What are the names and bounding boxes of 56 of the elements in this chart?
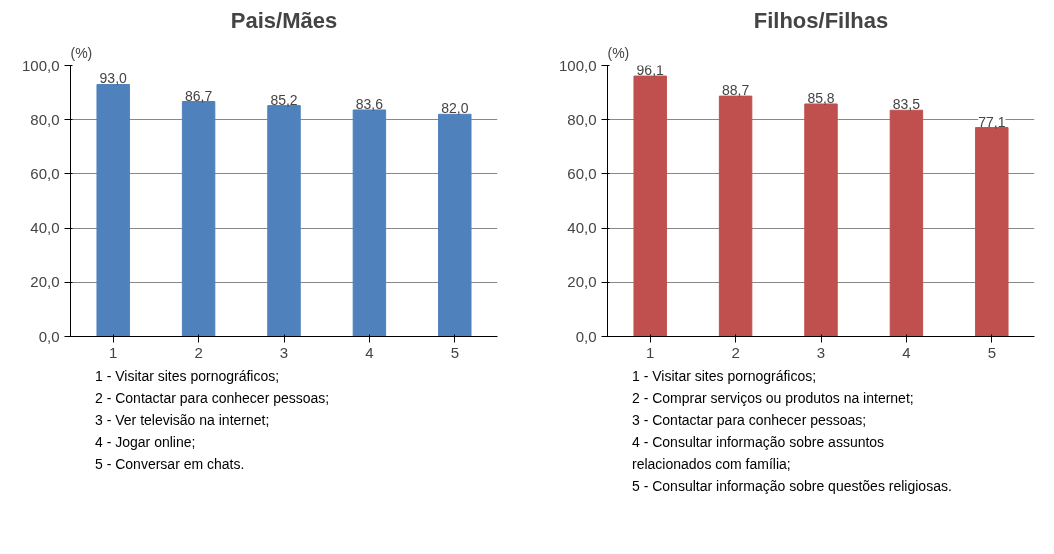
- y-tick-label: 0,0: [38, 327, 60, 345]
- y-tick-label: 0,0: [575, 327, 597, 345]
- x-tick-label: 1: [646, 343, 655, 361]
- text: 3 - Contactar para conhecer pessoas;: [632, 411, 868, 430]
- x-tick-label: 5: [450, 343, 459, 361]
- text: 4 - Consultar informação sobre assuntos relacionados com família;: [632, 433, 886, 474]
- data-label: 83,5: [892, 96, 921, 113]
- x-tick-label: 5: [987, 343, 996, 361]
- chart-title: Pais/Mães: [230, 7, 338, 33]
- text: 5 - Conversar em chats.: [95, 455, 246, 474]
- y-tick-label: 100,0: [558, 56, 597, 74]
- y-tick-label: 80,0: [30, 110, 60, 128]
- bar: [438, 113, 472, 337]
- data-label: 77,1: [978, 113, 1006, 130]
- y-tick-label: 60,0: [30, 164, 60, 182]
- data-label: 88,7: [721, 82, 750, 99]
- data-label: 85,2: [270, 91, 298, 108]
- y-tick-label: 100,0: [21, 56, 60, 74]
- chart-title: Filhos/Filhas: [753, 7, 889, 33]
- text: 5 - Consultar informação sobre questões religiosas.: [632, 477, 953, 496]
- text: 2 - Comprar serviços ou produtos na internet;: [632, 389, 915, 408]
- bar: [975, 127, 1009, 337]
- x-tick-label: 2: [194, 343, 203, 361]
- y-tick-label: 20,0: [30, 273, 60, 291]
- y-tick-label: 40,0: [567, 219, 597, 237]
- x-tick-label: 4: [902, 343, 911, 361]
- bar: [267, 105, 301, 337]
- data-label: 82,0: [441, 100, 469, 117]
- y-axis-title: (%): [607, 44, 630, 61]
- y-tick-label: 40,0: [30, 219, 60, 237]
- x-tick-label: 3: [279, 343, 289, 361]
- y-tick-label: 20,0: [567, 273, 597, 291]
- text: 1 - Visitar sites pornográficos;: [95, 367, 281, 386]
- data-label: 96,1: [636, 62, 665, 79]
- x-tick-label: 1: [109, 343, 118, 361]
- bar: [96, 83, 130, 337]
- text: 1 - Visitar sites pornográficos;: [632, 367, 818, 386]
- x-tick-label: 4: [365, 343, 374, 361]
- bar: [352, 109, 387, 337]
- x-tick-label: 2: [731, 343, 740, 361]
- y-tick-label: 80,0: [567, 110, 597, 128]
- bar: [718, 95, 753, 337]
- text: 3 - Ver televisão na internet;: [95, 411, 271, 430]
- x-tick-label: 3: [816, 343, 826, 361]
- text: 4 - Jogar online;: [95, 433, 197, 452]
- data-label: 93,0: [99, 70, 128, 87]
- text: 2 - Contactar para conhecer pessoas;: [95, 389, 331, 408]
- data-label: 83,6: [355, 95, 384, 112]
- y-axis-title: (%): [70, 44, 93, 61]
- data-label: 85,8: [807, 89, 835, 106]
- bar: [804, 103, 838, 337]
- data-label: 86,7: [184, 87, 213, 104]
- y-tick-label: 60,0: [567, 164, 597, 182]
- bar: [181, 101, 216, 337]
- bar: [889, 109, 924, 337]
- bar: [633, 75, 667, 337]
